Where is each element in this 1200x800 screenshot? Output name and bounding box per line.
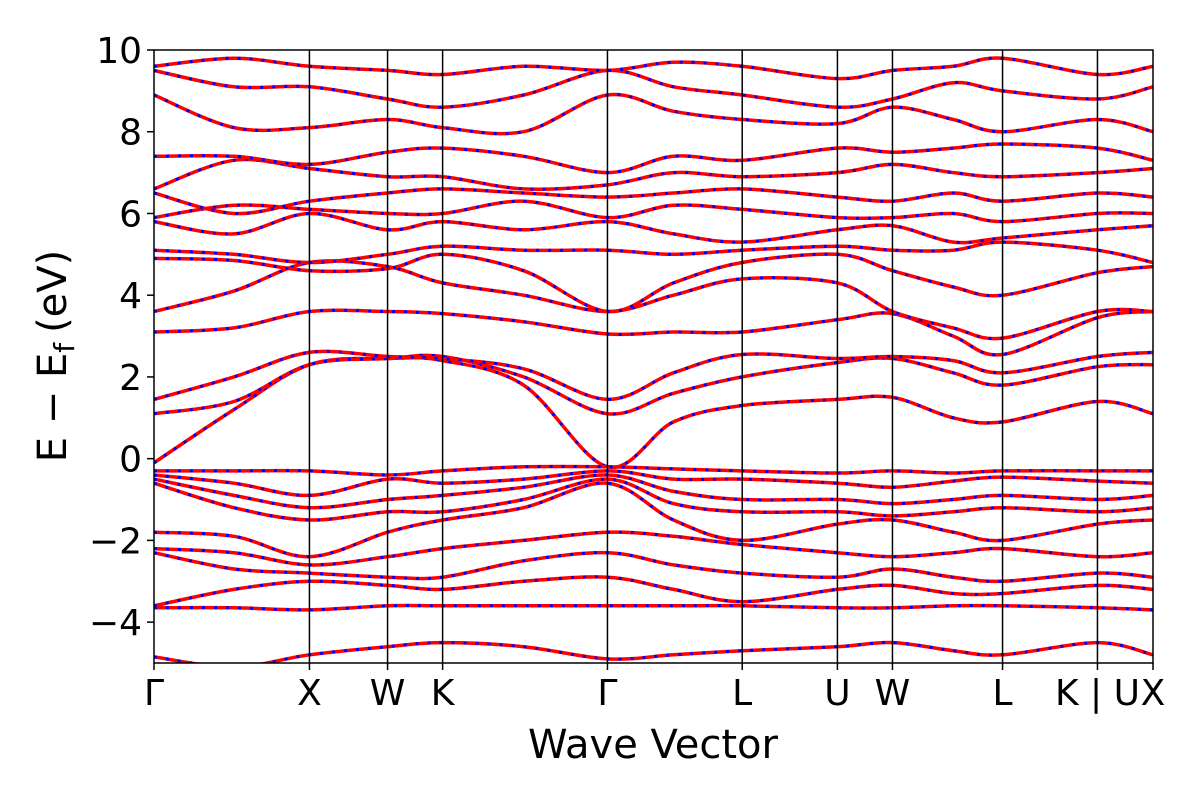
y-axis-title-unit: (eV) [30, 250, 76, 333]
band-line-spin-up-5 [154, 252, 1153, 314]
band-line-spin-down-15 [154, 464, 1153, 477]
band-line-spin-up-1 [154, 353, 1153, 416]
band-line-spin-up-13 [154, 68, 1153, 109]
band-line-spin-down-6 [154, 240, 1153, 265]
x-tick-label-6: U [824, 673, 850, 714]
band-line-spin-up-18 [154, 477, 1153, 522]
y-axis-ticks: −4 −2 0 2 4 6 8 10 [89, 31, 154, 644]
x-tick-label-1: X [297, 673, 322, 714]
y-tick-label-1: −2 [89, 521, 142, 562]
x-tick-label-8: L [993, 673, 1013, 714]
band-line-spin-up-24 [154, 640, 1153, 663]
band-line-spin-up-17 [154, 473, 1153, 510]
band-line-spin-up-11 [154, 142, 1153, 175]
band-line-spin-up-12 [154, 92, 1153, 136]
plot-frame [153, 49, 1154, 664]
band-line-spin-up-10 [154, 157, 1153, 192]
band-line-spin-down-14 [154, 56, 1153, 81]
band-line-spin-down-9 [154, 187, 1153, 216]
y-axis-title: E − Ef (eV) [30, 250, 81, 463]
band-line-spin-down-16 [154, 469, 1153, 497]
y-axis-title-subscript: f [48, 342, 81, 353]
x-tick-label-10: X [1141, 673, 1166, 714]
y-tick-label-7: 10 [96, 31, 142, 72]
band-line-spin-down-3 [154, 308, 1153, 357]
band-line-spin-down-2 [154, 349, 1153, 401]
y-tick-label-6: 8 [119, 113, 142, 154]
x-tick-label-4: Γ [597, 673, 617, 714]
x-tick-label-5: L [732, 673, 752, 714]
band-line-spin-down-21 [154, 551, 1153, 583]
x-tick-label-2: W [370, 673, 406, 714]
band-lines [154, 56, 1153, 663]
band-line-spin-down-19 [154, 481, 1153, 559]
band-line-spin-up-20 [154, 530, 1153, 567]
band-line-spin-down-22 [154, 575, 1153, 608]
y-axis-title-main: E − E [30, 353, 76, 463]
y-tick-label-3: 2 [119, 358, 142, 399]
y-tick-label-5: 6 [119, 194, 142, 235]
band-line-spin-down-8 [154, 199, 1153, 224]
x-tick-label-0: Γ [144, 673, 164, 714]
x-axis-title: Wave Vector [528, 722, 779, 768]
x-tick-label-9: K | U [1055, 673, 1140, 714]
y-tick-label-4: 4 [119, 276, 142, 317]
x-tick-label-7: W [875, 673, 911, 714]
band-line-spin-up-23 [154, 603, 1153, 612]
y-tick-label-0: −4 [89, 603, 142, 644]
y-tick-label-2: 0 [119, 440, 142, 481]
x-tick-label-3: K [431, 673, 456, 714]
high-symmetry-lines [308, 50, 1099, 663]
band-line-spin-down-7 [154, 211, 1153, 245]
